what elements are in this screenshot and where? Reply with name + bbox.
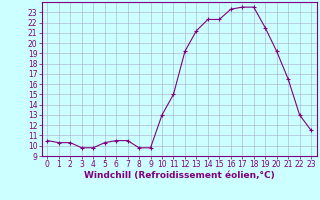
X-axis label: Windchill (Refroidissement éolien,°C): Windchill (Refroidissement éolien,°C) bbox=[84, 171, 275, 180]
